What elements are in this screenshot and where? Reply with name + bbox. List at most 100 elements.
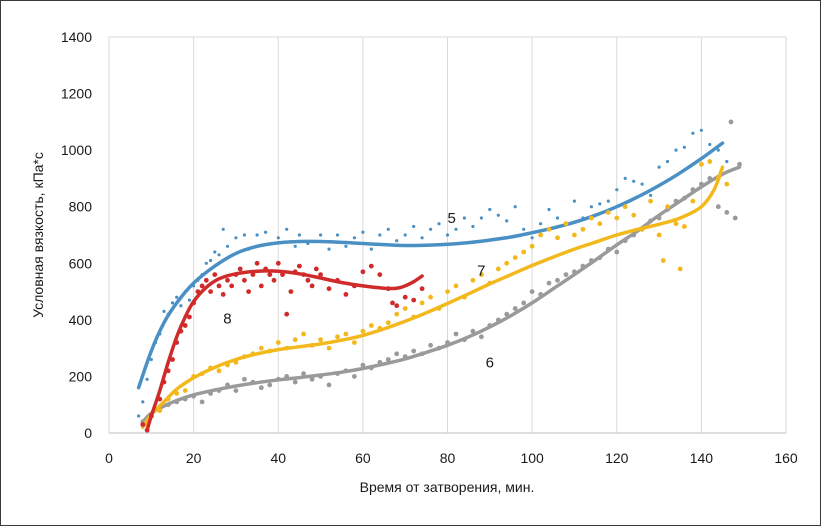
data-point-series-5 bbox=[395, 239, 399, 243]
y-tick-label: 600 bbox=[69, 255, 93, 271]
data-point-series-5 bbox=[335, 233, 340, 237]
data-point-series-7 bbox=[419, 300, 425, 306]
data-point-series-5 bbox=[209, 258, 213, 263]
data-point-series-5 bbox=[361, 230, 365, 234]
data-point-series-5 bbox=[445, 233, 450, 237]
data-point-series-5 bbox=[640, 182, 644, 186]
series-layer bbox=[136, 119, 742, 433]
data-point-series-7 bbox=[580, 226, 586, 232]
data-point-series-8 bbox=[360, 269, 366, 275]
x-tick-label: 120 bbox=[605, 450, 629, 466]
data-point-series-5 bbox=[547, 207, 551, 212]
data-point-series-8 bbox=[220, 292, 226, 297]
data-point-series-6 bbox=[614, 249, 620, 255]
data-point-series-8 bbox=[208, 289, 214, 294]
data-point-series-8 bbox=[246, 289, 252, 294]
data-point-series-5 bbox=[175, 295, 179, 299]
y-tick-label: 800 bbox=[69, 199, 93, 215]
data-point-series-8 bbox=[368, 263, 374, 269]
data-point-series-5 bbox=[530, 236, 534, 240]
data-point-series-5 bbox=[632, 179, 636, 183]
data-point-series-8 bbox=[390, 300, 395, 306]
data-point-series-5 bbox=[234, 236, 238, 240]
data-point-series-5 bbox=[539, 222, 543, 226]
data-point-series-5 bbox=[149, 357, 153, 362]
data-point-series-7 bbox=[368, 323, 374, 328]
data-point-series-6 bbox=[326, 382, 332, 388]
data-point-series-8 bbox=[267, 272, 273, 277]
data-point-series-5 bbox=[555, 216, 560, 220]
data-point-series-5 bbox=[725, 159, 729, 164]
data-point-series-5 bbox=[327, 247, 331, 251]
data-point-series-7 bbox=[182, 388, 188, 393]
data-point-series-7 bbox=[479, 272, 484, 277]
data-point-series-8 bbox=[377, 272, 383, 277]
data-point-series-5 bbox=[674, 148, 678, 152]
data-point-series-5 bbox=[242, 233, 246, 237]
trend-line-series-6 bbox=[141, 165, 742, 424]
data-point-series-7 bbox=[724, 181, 730, 187]
data-point-series-5 bbox=[623, 176, 627, 180]
data-point-series-7 bbox=[512, 255, 518, 260]
data-point-series-5 bbox=[221, 227, 225, 231]
data-point-series-8 bbox=[199, 283, 205, 289]
data-point-series-6 bbox=[732, 215, 738, 221]
data-point-series-6 bbox=[428, 342, 433, 348]
series-5 bbox=[136, 128, 729, 418]
data-point-series-5 bbox=[344, 244, 348, 248]
data-point-series-8 bbox=[275, 260, 281, 266]
data-point-series-5 bbox=[454, 227, 458, 231]
curve-label-8: 8 bbox=[223, 310, 231, 327]
data-point-series-8 bbox=[288, 289, 294, 294]
data-point-series-6 bbox=[521, 300, 527, 306]
data-point-series-7 bbox=[665, 204, 670, 210]
data-point-series-6 bbox=[737, 161, 742, 167]
data-point-series-7 bbox=[504, 260, 510, 266]
data-point-series-6 bbox=[555, 277, 560, 283]
data-point-series-6 bbox=[512, 306, 518, 311]
trend-line-series-5 bbox=[136, 141, 725, 390]
data-point-series-8 bbox=[140, 422, 146, 427]
x-axis-title: Время от затворения, мин. bbox=[360, 479, 535, 495]
data-point-series-5 bbox=[522, 227, 526, 231]
data-point-series-7 bbox=[335, 334, 340, 340]
data-point-series-5 bbox=[682, 145, 687, 149]
data-point-series-5 bbox=[264, 230, 268, 234]
x-tick-label: 60 bbox=[355, 450, 371, 466]
data-point-series-7 bbox=[614, 215, 620, 221]
data-point-series-7 bbox=[690, 198, 696, 204]
y-tick-label: 1200 bbox=[61, 86, 92, 102]
data-point-series-8 bbox=[250, 272, 256, 277]
data-point-series-7 bbox=[521, 249, 527, 255]
data-point-series-7 bbox=[360, 328, 366, 334]
data-point-series-6 bbox=[352, 374, 357, 379]
data-point-series-8 bbox=[258, 283, 264, 289]
data-point-series-7 bbox=[428, 294, 433, 300]
data-point-series-7 bbox=[326, 345, 332, 351]
data-point-series-7 bbox=[648, 198, 653, 204]
curve-label-6: 6 bbox=[486, 354, 494, 371]
data-point-series-5 bbox=[479, 216, 483, 220]
data-point-series-7 bbox=[660, 258, 666, 263]
data-point-series-5 bbox=[412, 224, 416, 229]
data-point-series-5 bbox=[378, 233, 382, 237]
data-point-series-7 bbox=[343, 331, 349, 337]
data-point-series-7 bbox=[597, 221, 603, 227]
data-point-series-5 bbox=[699, 128, 704, 132]
data-point-series-7 bbox=[605, 210, 611, 215]
data-point-series-8 bbox=[313, 266, 319, 272]
data-point-series-5 bbox=[665, 159, 670, 164]
data-point-series-6 bbox=[411, 348, 417, 354]
data-point-series-8 bbox=[419, 286, 425, 292]
x-tick-label: 40 bbox=[270, 450, 286, 466]
data-point-series-5 bbox=[285, 227, 289, 231]
data-point-series-8 bbox=[326, 286, 332, 292]
data-point-series-8 bbox=[411, 297, 417, 303]
data-point-series-5 bbox=[276, 236, 280, 240]
data-point-series-6 bbox=[479, 334, 484, 340]
data-point-series-5 bbox=[471, 224, 475, 229]
x-tick-label: 0 bbox=[105, 450, 113, 466]
data-point-series-5 bbox=[606, 199, 610, 203]
data-point-series-5 bbox=[437, 222, 441, 226]
data-point-series-8 bbox=[297, 263, 302, 269]
